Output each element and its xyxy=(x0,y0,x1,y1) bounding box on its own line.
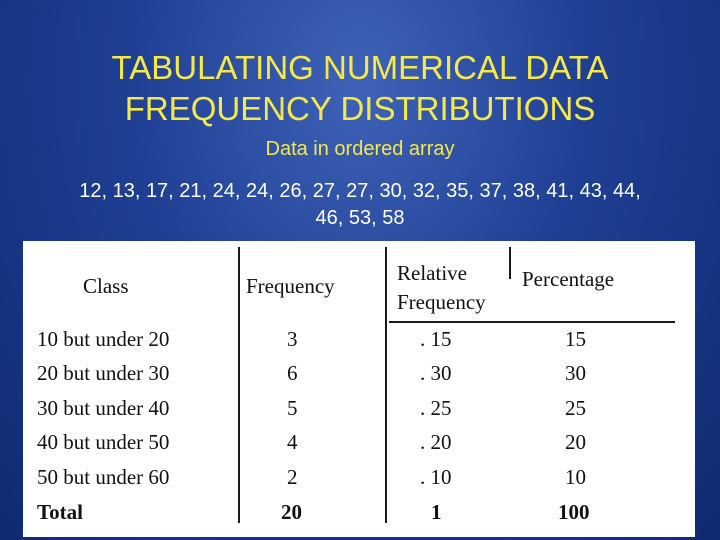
frequency-table: Class Frequency Relative Frequency Perce… xyxy=(23,241,695,537)
table-row-5-relative: . 10 xyxy=(420,465,452,489)
table-row-5-percentage: 10 xyxy=(565,465,586,489)
header-rule-percentage xyxy=(509,247,511,279)
header-frequency: Frequency xyxy=(246,274,335,298)
table-row-5-frequency: 2 xyxy=(287,465,298,489)
table-row-2-frequency: 6 xyxy=(287,361,298,385)
table-row-4-class: 40 but under 50 xyxy=(37,430,170,454)
header-class: Class xyxy=(83,274,129,298)
table-row-1-relative: . 15 xyxy=(420,327,452,351)
table-row-5-class: 50 but under 60 xyxy=(37,465,170,489)
table-row-4-percentage: 20 xyxy=(565,430,586,454)
table-row-3-class: 30 but under 40 xyxy=(37,396,170,420)
slide-title-line-2: FREQUENCY DISTRIBUTIONS xyxy=(124,90,596,127)
ordered-data-line-1: 12, 13, 17, 21, 24, 24, 26, 27, 27, 30, … xyxy=(79,180,641,202)
table-row-2-percentage: 30 xyxy=(565,361,586,385)
header-underline xyxy=(389,321,675,323)
table-row-2-relative: . 30 xyxy=(420,361,452,385)
table-row-1-frequency: 3 xyxy=(287,327,298,351)
table-row-1-percentage: 15 xyxy=(565,327,586,351)
table-total-relative: 1 xyxy=(431,500,442,524)
ordered-data-array: 12, 13, 17, 21, 24, 24, 26, 27, 27, 30, … xyxy=(0,178,720,232)
header-rule-relative xyxy=(385,247,387,523)
table-row-3-frequency: 5 xyxy=(287,396,298,420)
table-total-class: Total xyxy=(37,500,83,524)
header-relative-frequency-line-2: Frequency xyxy=(397,290,486,314)
ordered-data-line-2: 46, 53, 58 xyxy=(315,207,405,229)
table-row-1-class: 10 but under 20 xyxy=(37,327,170,351)
table-total-percentage: 100 xyxy=(558,500,590,524)
slide-subtitle: Data in ordered array xyxy=(265,138,455,160)
table-total-frequency: 20 xyxy=(281,500,302,524)
header-rule-frequency xyxy=(238,247,240,523)
header-percentage: Percentage xyxy=(522,267,615,291)
slide-title-line-1: TABULATING NUMERICAL DATA xyxy=(111,49,609,86)
slide-title: TABULATING NUMERICAL DATA FREQUENCY DIST… xyxy=(0,47,720,129)
header-relative-frequency-line-1: Relative xyxy=(397,261,467,285)
table-row-4-frequency: 4 xyxy=(287,430,298,454)
table-row-3-percentage: 25 xyxy=(565,396,586,420)
table-row-2-class: 20 but under 30 xyxy=(37,361,170,385)
table-row-3-relative: . 25 xyxy=(420,396,452,420)
table-row-4-relative: . 20 xyxy=(420,430,452,454)
